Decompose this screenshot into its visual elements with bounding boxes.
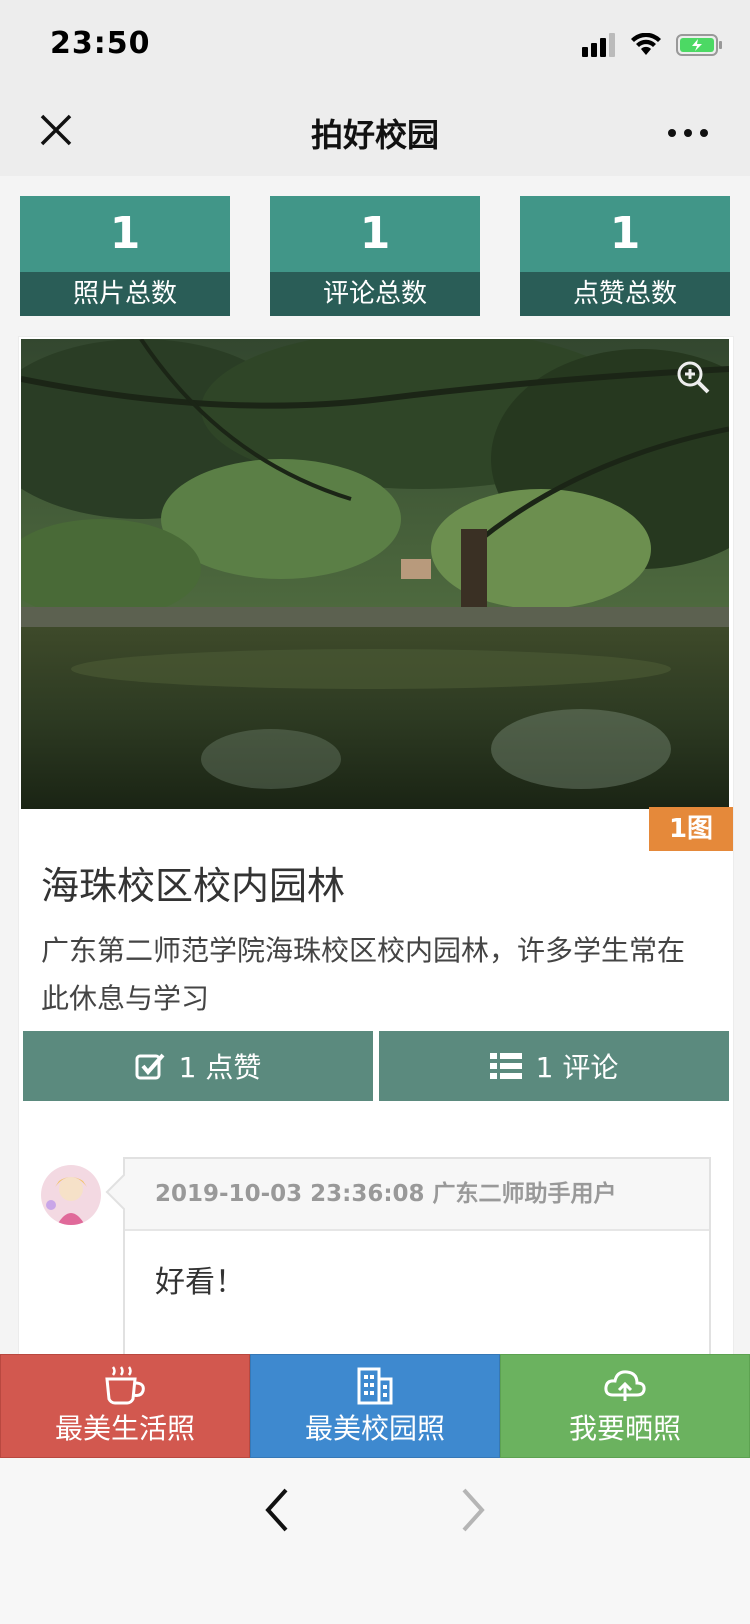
building-icon bbox=[357, 1367, 393, 1405]
comment-text: 好看！ bbox=[155, 1265, 245, 1300]
status-bar: 23:50 bbox=[0, 0, 750, 88]
tab-life-photos[interactable]: 最美生活照 bbox=[0, 1354, 250, 1458]
stat-likes-value: 1 bbox=[609, 208, 641, 259]
browser-toolbar bbox=[0, 1458, 750, 1624]
status-icons bbox=[582, 30, 724, 60]
tab-campus-photos-label: 最美校园照 bbox=[304, 1412, 445, 1445]
nav-bar: 拍好校园 bbox=[0, 88, 750, 176]
checkbox-icon bbox=[135, 1053, 165, 1080]
post-card: 1图 海珠校区校内园林 广东第二师范学院海珠校区校内园林，许多学生常在此休息与学… bbox=[18, 336, 734, 1354]
bottom-tabs: 最美生活照 最美校园照 我要晒 bbox=[0, 1354, 750, 1458]
back-arrow-icon[interactable] bbox=[258, 1482, 298, 1538]
comment-meta: 2019-10-03 23:36:08 广东二师助手用户 bbox=[125, 1159, 709, 1231]
stat-photos-label: 照片总数 bbox=[20, 272, 230, 316]
comment-bubble: 2019-10-03 23:36:08 广东二师助手用户 好看！ bbox=[105, 1157, 711, 1354]
post-photo[interactable] bbox=[21, 339, 729, 809]
like-label: 1 点赞 bbox=[178, 1051, 262, 1084]
post-description: 广东第二师范学院海珠校区校内园林，许多学生常在此休息与学习 bbox=[41, 934, 686, 1015]
stat-likes-label: 点赞总数 bbox=[520, 272, 730, 316]
stat-comments: 1 评论总数 bbox=[270, 196, 480, 316]
stat-comments-label: 评论总数 bbox=[270, 272, 480, 316]
post-actions: 1 点赞 1 评论 bbox=[23, 1031, 729, 1101]
tab-campus-photos[interactable]: 最美校园照 bbox=[250, 1354, 500, 1458]
signal-icon bbox=[582, 33, 615, 57]
stat-photos-value: 1 bbox=[109, 208, 141, 259]
post-title: 海珠校区校内园林 bbox=[41, 864, 346, 908]
stat-photos: 1 照片总数 bbox=[20, 196, 230, 316]
tab-life-photos-label: 最美生活照 bbox=[54, 1412, 195, 1445]
stat-likes: 1 点赞总数 bbox=[520, 196, 730, 316]
stat-comments-value: 1 bbox=[359, 208, 391, 259]
forward-arrow-icon[interactable] bbox=[452, 1482, 492, 1538]
close-icon[interactable] bbox=[36, 110, 80, 154]
tab-upload-photo-label: 我要晒照 bbox=[568, 1412, 681, 1445]
battery-icon bbox=[676, 34, 722, 56]
page-title: 拍好校园 bbox=[310, 116, 439, 154]
coffee-cup-icon bbox=[105, 1366, 145, 1405]
image-count-badge: 1图 bbox=[649, 807, 733, 851]
wifi-icon bbox=[631, 33, 661, 55]
like-button[interactable]: 1 点赞 bbox=[23, 1031, 373, 1101]
stats-row: 1 照片总数 1 评论总数 1 点赞总数 bbox=[20, 196, 730, 316]
tab-upload-photo[interactable]: 我要晒照 bbox=[500, 1354, 750, 1458]
avatar bbox=[41, 1165, 101, 1225]
more-icon[interactable] bbox=[666, 118, 710, 148]
cloud-upload-icon bbox=[604, 1370, 646, 1401]
garden-pond-image bbox=[21, 339, 729, 809]
status-time: 23:50 bbox=[50, 26, 151, 61]
content-area: 1 照片总数 1 评论总数 1 点赞总数 bbox=[0, 176, 750, 1354]
zoom-in-icon[interactable] bbox=[675, 359, 711, 395]
list-icon bbox=[489, 1053, 522, 1079]
comment-label: 1 评论 bbox=[535, 1051, 619, 1084]
comment-button[interactable]: 1 评论 bbox=[379, 1031, 729, 1101]
